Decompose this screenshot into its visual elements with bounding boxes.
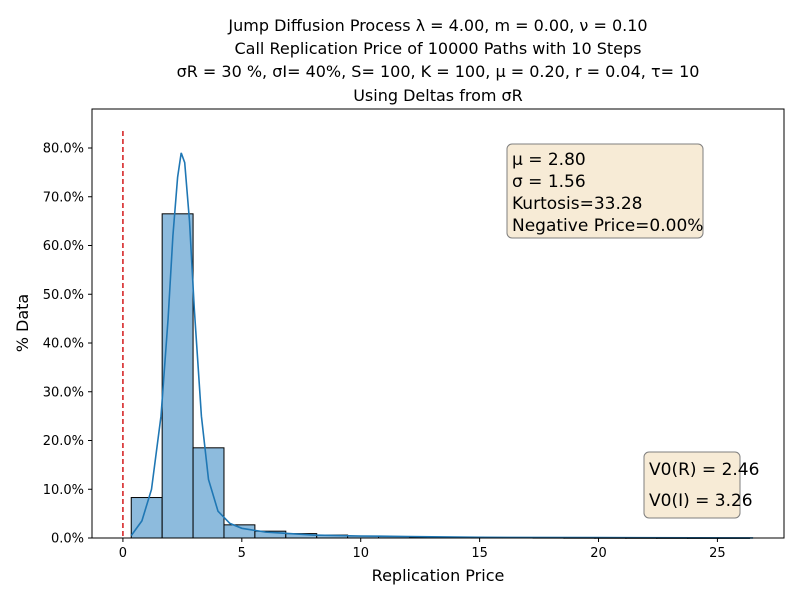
y-tick-label-1: 10.0% — [43, 483, 84, 498]
stats-line-0: μ = 2.80 — [512, 150, 586, 170]
value-box — [643, 451, 741, 519]
x-tick-label-1: 5 — [238, 546, 246, 561]
y-tick-label-0: 0.0% — [51, 532, 84, 547]
x-axis-label: Replication Price — [372, 566, 505, 585]
y-tick-label-7: 70.0% — [43, 190, 84, 205]
y-tick-label-4: 40.0% — [43, 337, 84, 352]
chart-title-line-2: Call Replication Price of 10000 Paths wi… — [235, 39, 642, 58]
axes-frame — [91, 108, 785, 539]
stats-box — [506, 143, 704, 239]
y-tick-label-5: 50.0% — [43, 288, 84, 303]
histogram-bar-1 — [161, 213, 194, 539]
chart-title-line-1: Jump Diffusion Process λ = 4.00, m = 0.0… — [227, 16, 647, 35]
chart-title-line-4: Using Deltas from σR — [353, 86, 523, 105]
x-tick-label-5: 25 — [709, 546, 726, 561]
y-axis-label: % Data — [13, 294, 32, 353]
stats-line-2: Kurtosis=33.28 — [512, 194, 642, 214]
y-tick-label-2: 20.0% — [43, 434, 84, 449]
stats-line-1: σ = 1.56 — [512, 172, 586, 192]
value-line-1: V0(I) = 3.26 — [649, 491, 753, 511]
value-line-0: V0(R) = 2.46 — [649, 460, 759, 480]
x-tick-label-2: 10 — [352, 546, 369, 561]
stats-line-3: Negative Price=0.00% — [512, 216, 703, 236]
histogram-bar-2 — [192, 447, 225, 539]
density-curve — [130, 152, 754, 539]
y-tick-label-3: 30.0% — [43, 385, 84, 400]
chart-title-line-3: σR = 30 %, σI= 40%, S= 100, K = 100, μ =… — [177, 62, 700, 81]
x-tick-label-3: 15 — [471, 546, 488, 561]
y-tick-label-6: 60.0% — [43, 239, 84, 254]
plot-area: 0 5 10 15 20 25 0.0% 10.0% 20.0% 30.0% 40.0% 50.0% 6… — [43, 108, 785, 561]
y-tick-label-8: 80.0% — [43, 142, 84, 157]
x-tick-label-4: 20 — [590, 546, 607, 561]
x-tick-label-0: 0 — [119, 546, 127, 561]
